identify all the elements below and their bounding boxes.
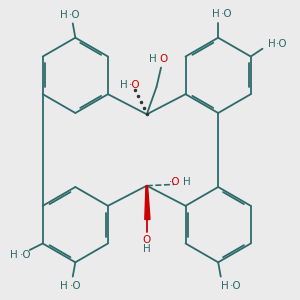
Text: ·O: ·O — [276, 38, 288, 49]
Text: ·O: ·O — [70, 281, 82, 291]
Text: H: H — [143, 244, 151, 254]
Text: ·O: ·O — [69, 10, 80, 20]
Text: ·O: ·O — [221, 9, 232, 19]
Text: ·O: ·O — [169, 177, 181, 187]
Text: ·O: ·O — [129, 80, 140, 90]
Text: O: O — [142, 235, 151, 245]
Text: H: H — [10, 250, 17, 260]
Polygon shape — [145, 186, 150, 220]
Text: H: H — [183, 177, 191, 187]
Text: H: H — [212, 9, 219, 19]
Text: H: H — [60, 281, 68, 291]
Text: H: H — [119, 80, 127, 90]
Text: H: H — [60, 10, 68, 20]
Text: ·O: ·O — [230, 281, 242, 291]
Text: H: H — [221, 281, 229, 291]
Text: O: O — [160, 54, 168, 64]
Text: ·O: ·O — [20, 250, 31, 260]
Text: H: H — [268, 38, 275, 49]
Text: H: H — [149, 54, 157, 64]
